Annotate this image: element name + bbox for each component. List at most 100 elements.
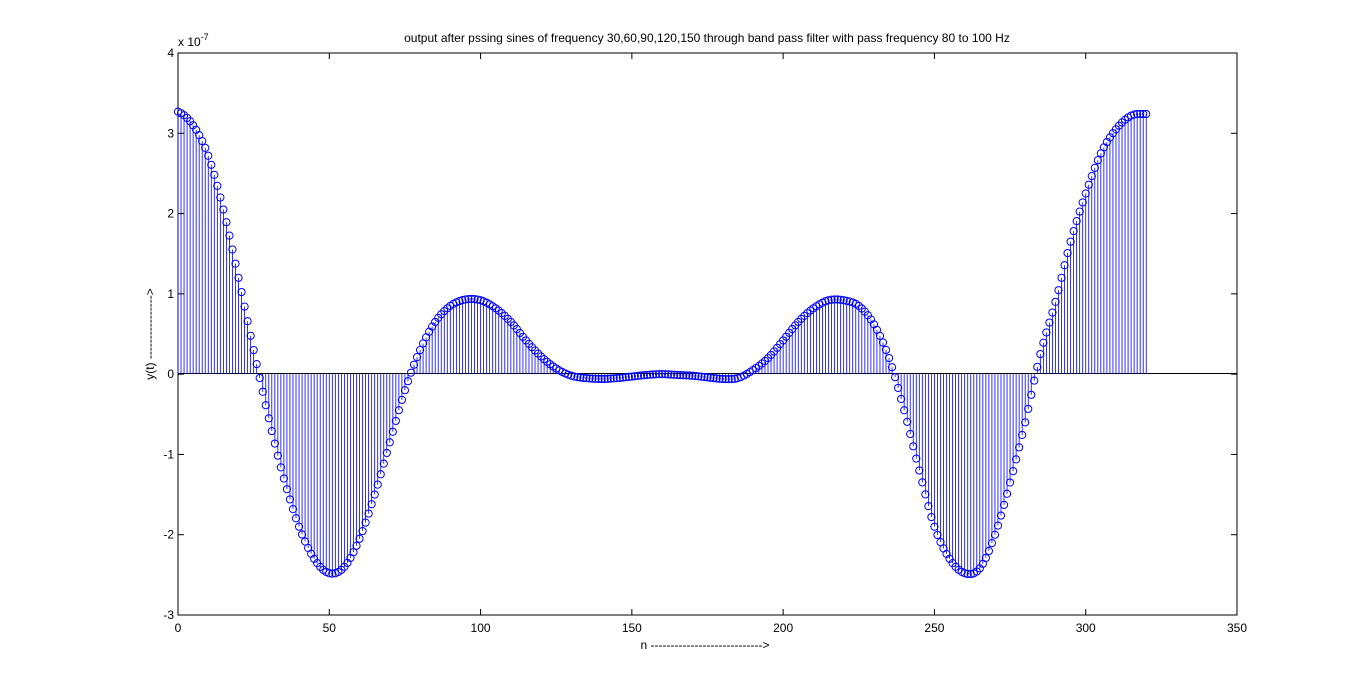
stem-marker [246, 331, 255, 340]
stem-marker [1030, 376, 1039, 385]
stem-marker [261, 401, 270, 410]
stem-marker [458, 296, 467, 305]
stem-marker [670, 370, 679, 379]
stem-marker [255, 373, 264, 383]
stem-marker [1072, 217, 1081, 226]
stem-marker [927, 512, 936, 522]
stem-marker [585, 374, 594, 383]
stem-marker [909, 442, 918, 451]
stem-marker [606, 374, 615, 383]
stem-marker [361, 518, 370, 527]
stem-marker [406, 368, 416, 377]
x-tick-label: 200 [773, 621, 793, 635]
x-axis-ticks: 0 50 100 150 200 250 300 350 [175, 53, 1247, 635]
stem-marker [1057, 273, 1066, 282]
stem-marker [830, 295, 839, 304]
stem-marker [1133, 109, 1142, 119]
stem-marker [210, 170, 219, 180]
stem-marker [294, 522, 304, 531]
stem-marker [797, 314, 806, 323]
stem-marker [621, 373, 630, 382]
stem-marker [930, 522, 939, 531]
stem-marker [1054, 286, 1063, 295]
stem-marker [903, 417, 912, 426]
stem-marker [225, 231, 234, 240]
stem-marker [222, 218, 231, 227]
stem-marker [412, 353, 422, 362]
stem-marker [1075, 207, 1084, 216]
stem-marker [712, 374, 721, 383]
stem-marker [1005, 478, 1015, 487]
y-tick-label: -1 [163, 447, 174, 461]
stem-marker [461, 295, 470, 304]
stem-marker [500, 311, 509, 320]
stem-marker [1105, 133, 1115, 142]
stem-marker [470, 294, 479, 304]
x-tick-label: 350 [1227, 621, 1247, 635]
stem-marker [609, 374, 618, 383]
stem-marker [276, 463, 285, 472]
y-tick-label: 4 [167, 46, 174, 60]
stem-marker [373, 480, 382, 489]
stem-marker [267, 426, 276, 436]
stem-marker [1117, 118, 1127, 127]
stem-marker [987, 539, 997, 548]
stem-marker [679, 371, 688, 380]
stem-marker [833, 295, 842, 304]
stem-marker [1039, 338, 1048, 347]
stem-marker [591, 374, 600, 383]
stem-marker [1060, 261, 1069, 270]
stem-marker [533, 349, 543, 358]
stem-marker [204, 151, 213, 160]
stem-marker [1008, 467, 1018, 476]
stem-marker [691, 371, 700, 381]
stem-marker [1078, 198, 1087, 207]
stem-marker [291, 514, 301, 523]
stem-marker [664, 370, 673, 379]
stem-marker [1084, 180, 1093, 189]
stem-marker [658, 370, 667, 379]
stem-marker [824, 296, 833, 305]
stem-marker [358, 526, 367, 536]
stem-marker [576, 373, 585, 382]
stem-marker [1063, 248, 1072, 258]
y-exponent-power: -7 [201, 32, 209, 42]
stem-marker [573, 373, 582, 382]
stem-marker [651, 370, 661, 379]
stem-marker [981, 553, 990, 563]
stem-marker [667, 370, 676, 379]
stem-marker [800, 311, 809, 320]
chart-title: output after pssing sines of frequency 3… [404, 31, 1010, 45]
stem-marker [273, 451, 282, 460]
stem-marker [1024, 404, 1033, 414]
stem-marker [760, 356, 770, 366]
stem-marker [890, 373, 900, 382]
stem-marker [624, 372, 633, 381]
stem-marker [409, 360, 419, 369]
stem-marker [282, 485, 292, 494]
stem-marker [234, 273, 243, 282]
stem-marker [328, 569, 337, 578]
stem-marker [718, 374, 727, 384]
stem-marker [918, 478, 927, 487]
stem-marker [724, 375, 733, 384]
stem-marker [924, 502, 933, 511]
stem-marker [400, 386, 410, 395]
stem-marker [403, 377, 413, 386]
stem-marker [467, 294, 476, 304]
stem-marker [694, 372, 703, 381]
stem-marker [645, 370, 655, 379]
stem-marker [1012, 455, 1021, 464]
stem-marker [700, 372, 709, 382]
stem-marker [1027, 390, 1036, 399]
stem-marker [391, 416, 400, 426]
stem-marker [906, 429, 915, 439]
stem-marker [1142, 109, 1151, 119]
stem-markers [173, 107, 1151, 579]
stem-marker [382, 448, 391, 458]
stem-marker [240, 302, 249, 311]
stem-marker [881, 345, 891, 355]
stem-marker [219, 205, 228, 214]
stem-marker [1130, 110, 1139, 119]
y-tick-label: 0 [167, 367, 174, 381]
